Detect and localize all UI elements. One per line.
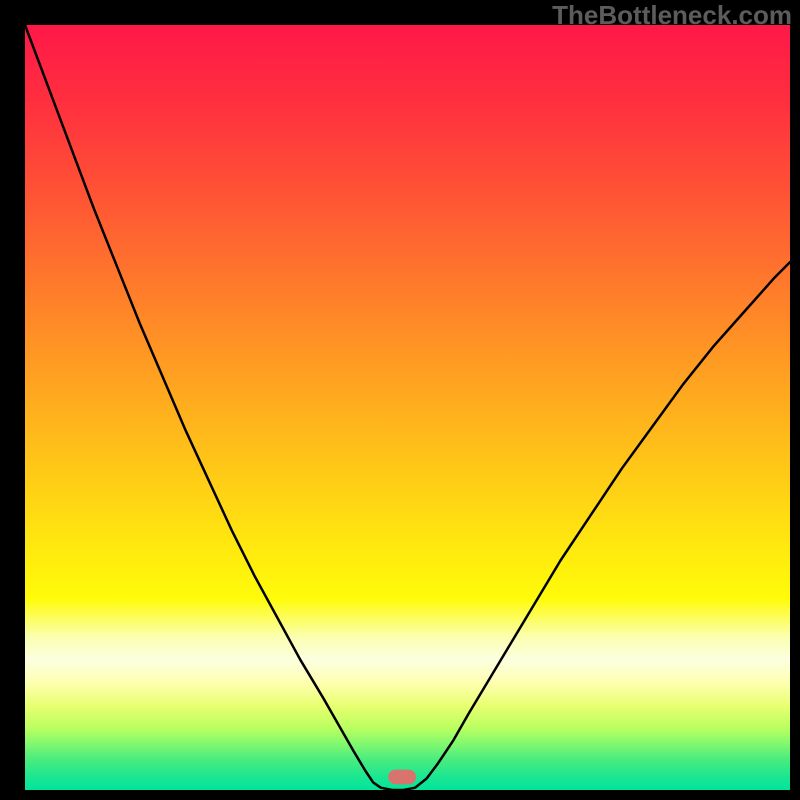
frame-border (0, 0, 25, 800)
frame-border (0, 790, 800, 800)
optimal-marker (389, 770, 416, 784)
chart-root: TheBottleneck.com (0, 0, 800, 800)
gradient-background (25, 25, 790, 790)
watermark-text: TheBottleneck.com (552, 0, 792, 31)
frame-border (790, 0, 800, 800)
chart-svg (0, 0, 800, 800)
